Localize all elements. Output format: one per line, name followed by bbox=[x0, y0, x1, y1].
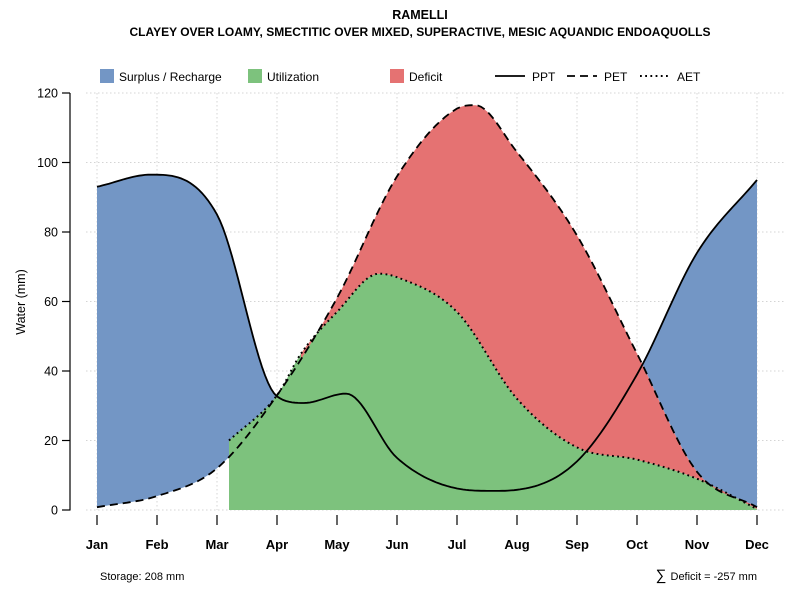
y-tick-label: 100 bbox=[37, 156, 58, 170]
legend-swatch-utilization bbox=[248, 69, 262, 83]
deficit-note: ∑ Deficit = -257 mm bbox=[656, 567, 757, 584]
month-label: Jan bbox=[86, 537, 108, 552]
pet-line bbox=[96, 104, 758, 509]
chart-title: RAMELLI bbox=[392, 8, 448, 22]
month-label: Sep bbox=[565, 537, 589, 552]
month-label: May bbox=[324, 537, 350, 552]
utilization-region bbox=[229, 273, 757, 510]
month-label: Aug bbox=[504, 537, 529, 552]
sigma-symbol: ∑ bbox=[656, 567, 667, 584]
series-lines bbox=[96, 104, 758, 510]
chart-subtitle: CLAYEY OVER LOAMY, SMECTITIC OVER MIXED,… bbox=[130, 25, 711, 39]
month-label: Apr bbox=[266, 537, 288, 552]
y-tick-labels: 0 20 40 60 80 100 120 bbox=[37, 87, 58, 518]
month-label: Feb bbox=[145, 537, 168, 552]
month-label: Mar bbox=[205, 537, 228, 552]
deficit-note-text: Deficit = -257 mm bbox=[671, 571, 758, 583]
storage-note: Storage: 208 mm bbox=[100, 571, 184, 583]
aet-line bbox=[228, 272, 758, 510]
y-tick-label: 120 bbox=[37, 87, 58, 101]
legend-label: Deficit bbox=[409, 70, 443, 84]
ppt-line bbox=[96, 173, 758, 492]
legend-swatch-deficit bbox=[390, 69, 404, 83]
month-label: Jun bbox=[385, 537, 408, 552]
legend-swatch-surplus-recharge bbox=[100, 69, 114, 83]
month-label: Jul bbox=[448, 537, 467, 552]
y-tick-label: 40 bbox=[44, 365, 58, 379]
legend-label: Surplus / Recharge bbox=[119, 70, 222, 84]
axes bbox=[62, 92, 758, 525]
legend-label: PPT bbox=[532, 70, 556, 84]
y-tick-label: 60 bbox=[44, 295, 58, 309]
month-label: Nov bbox=[685, 537, 710, 552]
month-labels: Jan Feb Mar Apr May Jun Jul Aug Sep Oct Nov Dec bbox=[86, 537, 769, 552]
legend-label: Utilization bbox=[267, 70, 319, 84]
legend-label: AET bbox=[677, 70, 701, 84]
legend-label: PET bbox=[604, 70, 628, 84]
y-tick-label: 80 bbox=[44, 226, 58, 240]
y-axis-label: Water (mm) bbox=[14, 269, 28, 335]
area-regions bbox=[97, 105, 757, 510]
y-tick-label: 20 bbox=[44, 434, 58, 448]
month-label: Oct bbox=[626, 537, 648, 552]
legend: Surplus / Recharge Utilization Deficit PPT P… bbox=[100, 69, 701, 84]
surplus-region-right bbox=[643, 179, 757, 508]
month-label: Dec bbox=[745, 537, 769, 552]
deficit-region bbox=[301, 105, 757, 509]
y-tick-label: 0 bbox=[51, 504, 58, 518]
